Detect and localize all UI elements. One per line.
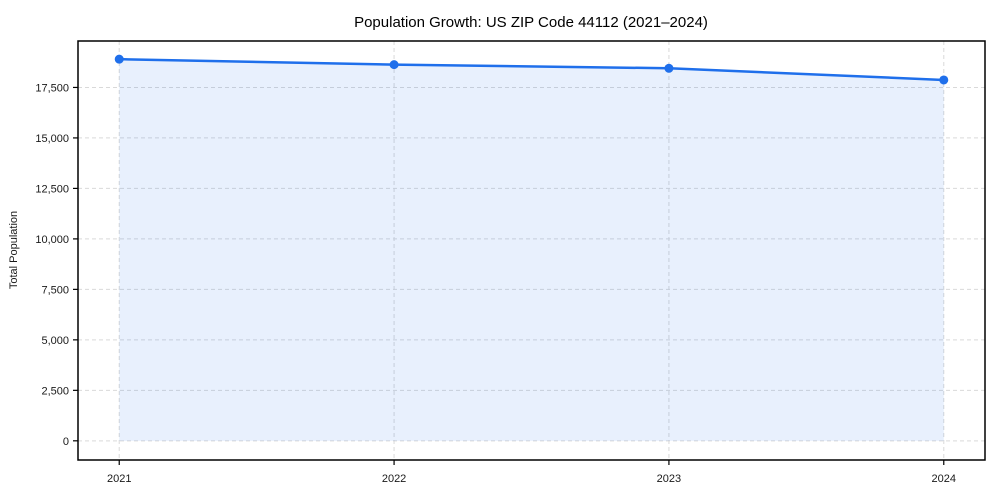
data-point (114, 54, 124, 64)
trend-line (117, 57, 946, 82)
y-tick-label: 17,500 (35, 82, 69, 94)
x-tick-label: 2023 (657, 473, 681, 485)
x-tick-label: 2024 (932, 473, 956, 485)
y-tick-label: 10,000 (35, 234, 69, 246)
y-tick-label: 15,000 (35, 133, 69, 145)
data-point (939, 75, 949, 85)
y-tick-label: 12,500 (35, 183, 69, 195)
y-tick-label: 0 (63, 436, 69, 448)
plot-area: 0 2,500 5,000 7,500 10,000 12,500 15,000 17,500… (35, 40, 986, 485)
y-tick-label: 2,500 (41, 385, 69, 397)
data-point (389, 60, 399, 70)
x-tick-label: 2021 (107, 473, 131, 485)
y-tick-label: 7,500 (41, 284, 69, 296)
plot-frame (77, 40, 986, 461)
data-point (664, 63, 674, 73)
area-fill (119, 59, 944, 441)
chart-title: Population Growth: US ZIP Code 44112 (20… (354, 14, 708, 31)
y-axis-label: Total Population (8, 211, 20, 289)
y-tick-label: 5,000 (41, 335, 69, 347)
x-tick-label: 2022 (382, 473, 406, 485)
